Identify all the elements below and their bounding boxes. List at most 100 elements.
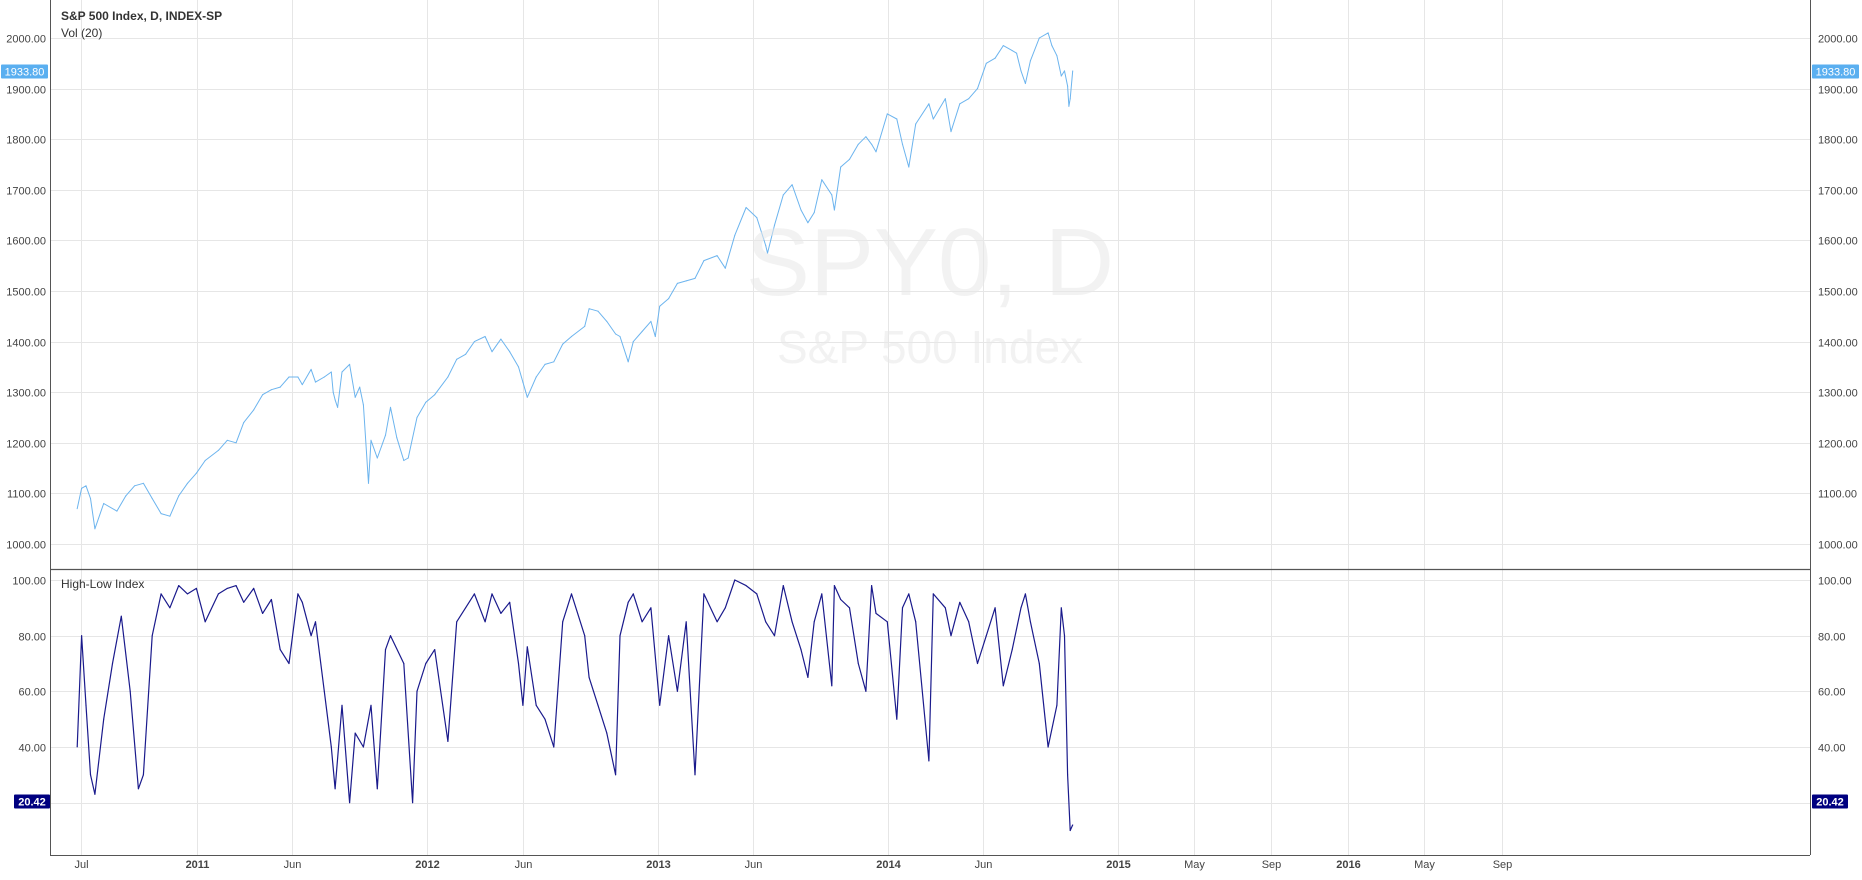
- indicator-data-point: [526, 646, 528, 648]
- indicator-data-point: [270, 598, 272, 601]
- indicator-data-point: [1056, 704, 1058, 706]
- x-tick-label: Jun: [515, 859, 533, 871]
- price-data-point: [553, 361, 555, 363]
- indicator-data-point: [968, 621, 970, 623]
- price-last-value-badge-left: 1933.80: [5, 66, 45, 78]
- indicator-y-tick-label-left: 40.00: [18, 743, 46, 755]
- price-data-point: [362, 404, 364, 406]
- indicator-data-point: [243, 601, 245, 603]
- indicator-data-point: [94, 793, 96, 795]
- price-data-point: [896, 118, 898, 120]
- price-pane[interactable]: [76, 32, 1074, 530]
- price-data-point: [354, 396, 356, 398]
- price-y-tick-label-left: 1300.00: [6, 388, 46, 400]
- indicator-data-point: [389, 635, 392, 637]
- price-data-point: [765, 244, 767, 247]
- indicator-data-point: [76, 746, 78, 748]
- price-y-tick-label-right: 1600.00: [1818, 236, 1858, 248]
- price-data-point: [588, 308, 590, 310]
- price-data-point: [848, 158, 851, 160]
- indicator-data-point: [509, 601, 511, 603]
- indicator-data-point: [253, 587, 255, 590]
- indicator-data-point: [570, 593, 573, 595]
- indicator-data-point: [734, 579, 736, 581]
- price-data-point: [886, 113, 888, 115]
- price-data-point: [349, 363, 351, 365]
- indicator-data-point: [848, 607, 851, 609]
- indicator-data-point: [89, 774, 92, 776]
- indicator-data-point: [370, 704, 372, 706]
- price-data-point: [1024, 82, 1026, 85]
- price-data-point: [745, 206, 747, 209]
- price-y-tick-label-right: 1200.00: [1818, 439, 1858, 451]
- price-y-tick-label-right: 1800.00: [1818, 135, 1858, 147]
- price-series-line[interactable]: [76, 32, 1074, 530]
- price-data-point: [915, 123, 917, 125]
- indicator-title[interactable]: High-Low Index: [61, 577, 145, 591]
- indicator-data-point: [103, 718, 105, 720]
- indicator-data-point: [716, 621, 718, 623]
- symbol-title[interactable]: S&P 500 Index, D, INDEX-SP: [61, 9, 223, 23]
- indicator-data-point: [875, 612, 877, 615]
- indicator-data-point: [685, 621, 687, 623]
- price-data-point: [116, 510, 118, 512]
- indicator-series-line[interactable]: [76, 579, 1074, 832]
- indicator-data-point: [310, 635, 312, 637]
- x-tick-label: 2015: [1106, 859, 1130, 871]
- indicator-data-point: [694, 774, 696, 776]
- indicator-pane[interactable]: [76, 579, 1074, 832]
- price-data-point: [968, 98, 970, 100]
- indicator-data-point: [330, 746, 332, 748]
- indicator-data-point: [195, 587, 197, 590]
- price-data-point: [875, 151, 877, 153]
- price-data-point: [544, 363, 546, 365]
- price-y-tick-label-right: 1000.00: [1818, 540, 1858, 552]
- axis-layer: Jul 2011 Jun 2012 Jun 2013 Jun 2014 Jun 2015 May Se…: [1, 34, 1859, 871]
- price-data-point: [253, 409, 255, 411]
- volume-study-label[interactable]: Vol (20): [61, 26, 103, 40]
- x-tick-label: May: [1184, 859, 1205, 871]
- price-last-value-badge-left-bg: [1, 64, 48, 79]
- indicator-data-point: [137, 788, 139, 790]
- indicator-data-point: [178, 585, 180, 587]
- price-data-point: [76, 508, 78, 510]
- indicator-data-point: [857, 662, 859, 665]
- price-data-point: [650, 320, 652, 322]
- indicator-data-point: [1038, 662, 1040, 665]
- price-y-tick-label-right: 1100.00: [1818, 489, 1857, 501]
- indicator-data-point: [517, 662, 520, 665]
- price-data-point: [1038, 37, 1040, 39]
- price-data-point: [716, 255, 718, 257]
- price-data-point: [367, 482, 370, 484]
- price-data-point: [103, 502, 105, 505]
- indicator-data-point: [1020, 607, 1022, 609]
- price-y-tick-label-left: 1900.00: [6, 85, 46, 97]
- indicator-data-point: [588, 676, 590, 679]
- indicator-data-point: [659, 704, 661, 706]
- price-y-tick-label-right: 1500.00: [1818, 287, 1858, 299]
- indicator-data-point: [500, 612, 502, 615]
- price-data-point: [186, 482, 189, 484]
- indicator-data-point: [288, 662, 290, 665]
- price-y-tick-label-left: 1400.00: [6, 338, 46, 350]
- price-y-tick-label-right: 1900.00: [1818, 85, 1858, 97]
- indicator-data-point: [901, 607, 904, 609]
- price-data-point: [370, 439, 372, 441]
- price-data-point: [396, 437, 398, 439]
- indicator-data-point: [169, 607, 171, 609]
- indicator-data-point: [615, 774, 617, 776]
- price-data-point: [766, 252, 769, 254]
- price-data-point: [668, 298, 670, 300]
- price-data-point: [337, 406, 339, 408]
- indicator-data-point: [323, 690, 325, 692]
- indicator-data-point: [724, 607, 726, 609]
- price-data-point: [1011, 50, 1013, 52]
- price-data-point: [597, 310, 599, 312]
- indicator-y-tick-label-right: 80.00: [1818, 632, 1846, 644]
- price-data-point: [310, 368, 312, 370]
- watermark-name: S&P 500 Index: [776, 321, 1084, 373]
- indicator-data-point: [813, 621, 815, 623]
- indicator-data-point: [473, 593, 475, 595]
